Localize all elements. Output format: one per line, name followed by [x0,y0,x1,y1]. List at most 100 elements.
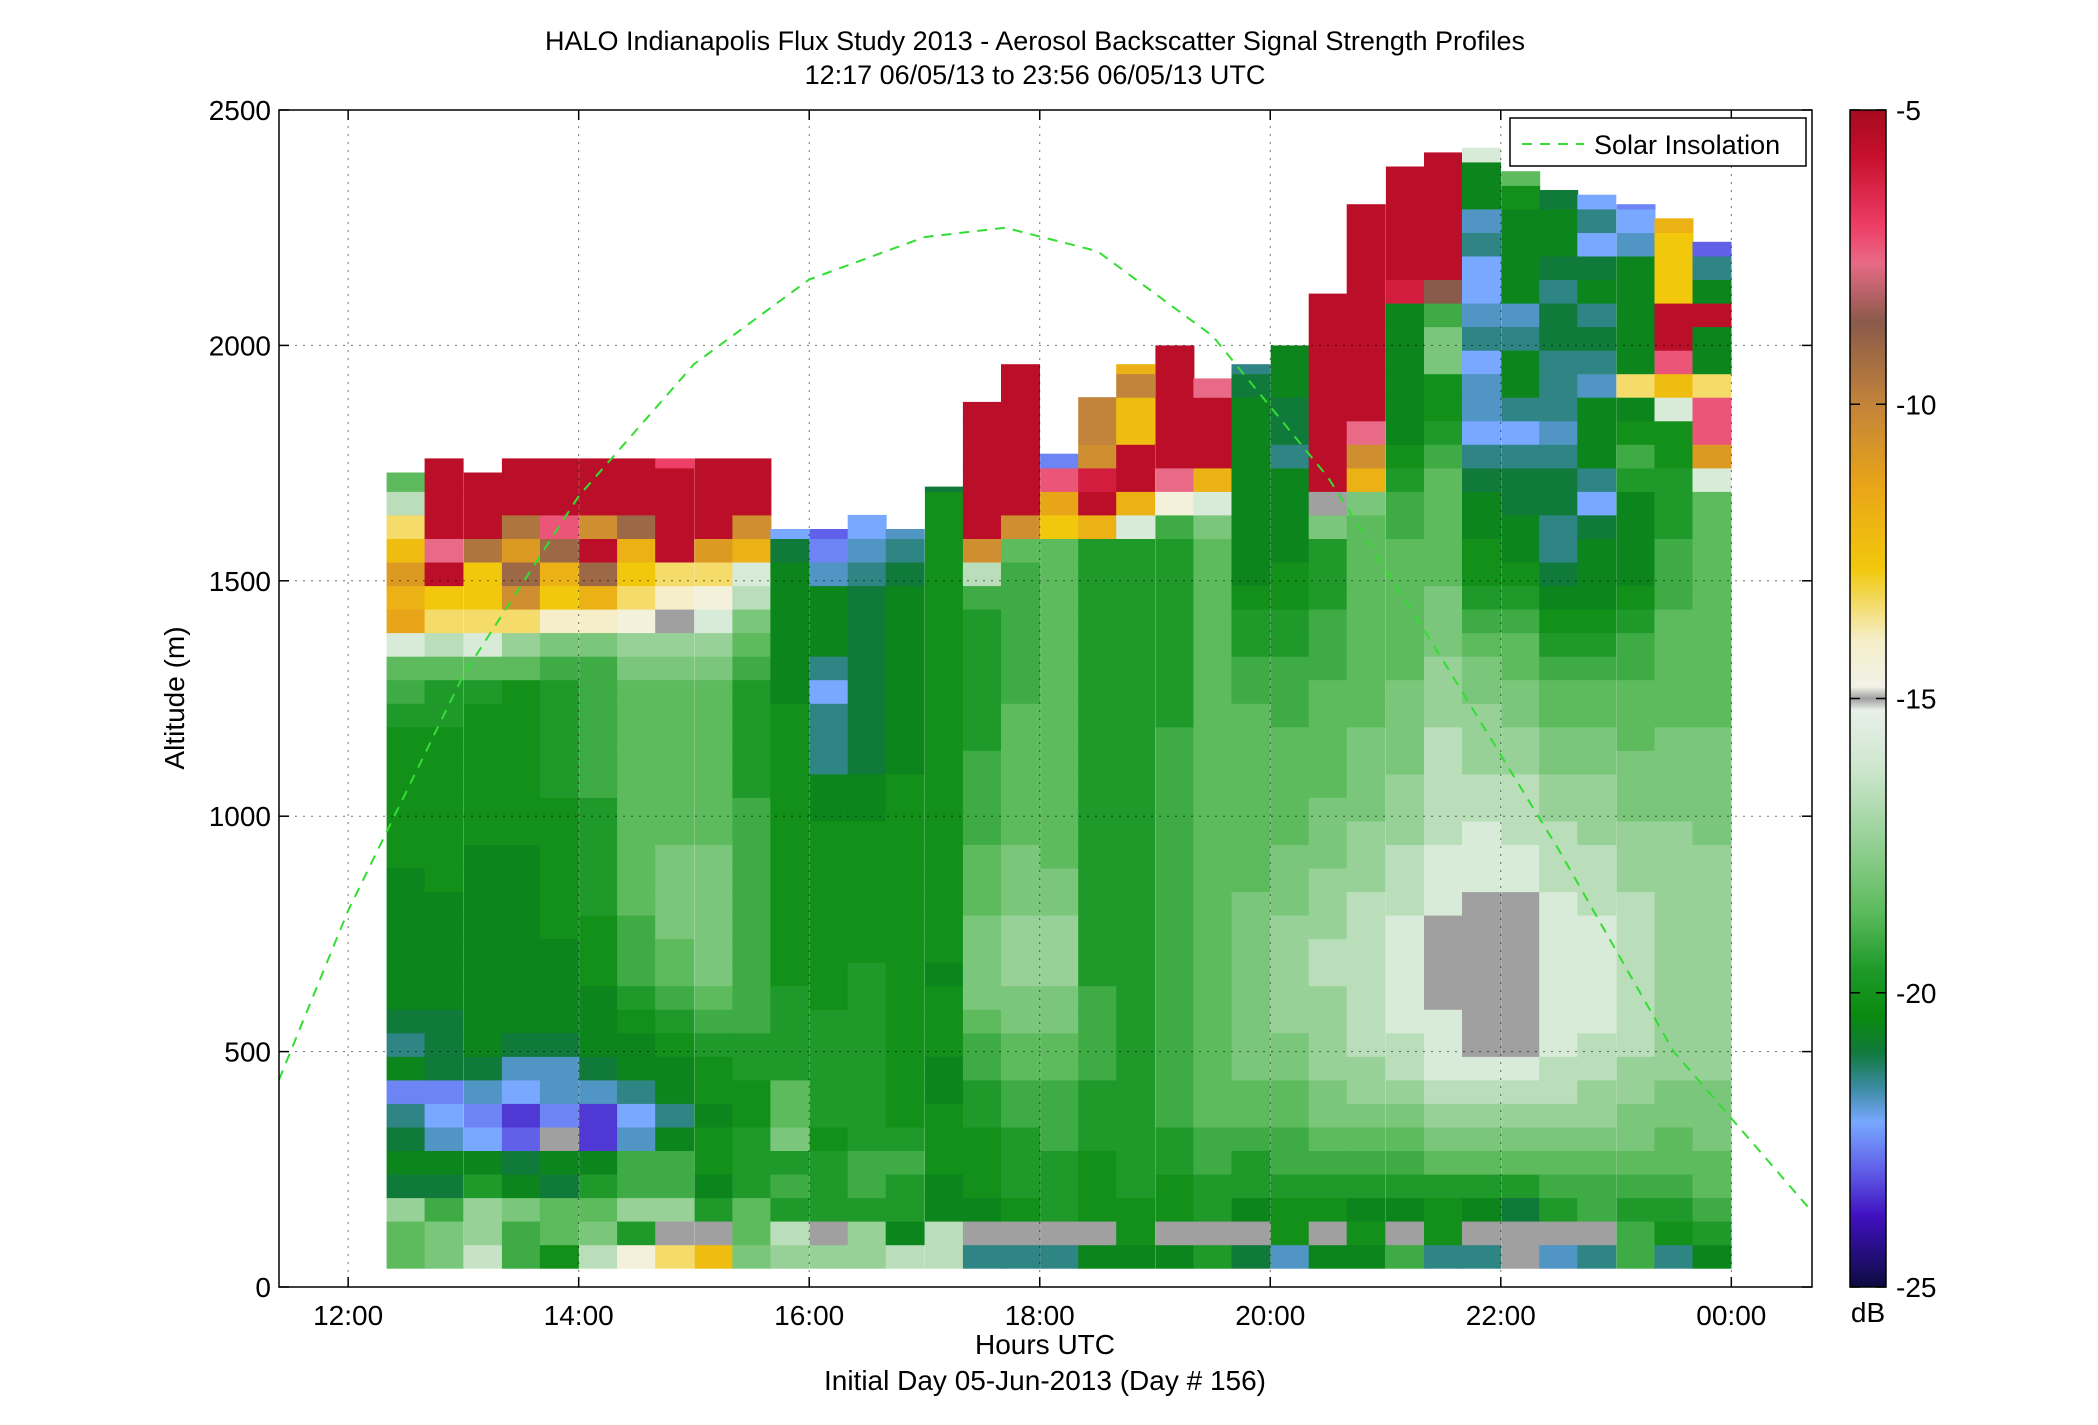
heatmap-cell [1462,1221,1501,1246]
heatmap-cell [1539,891,1579,916]
chart-title: HALO Indianapolis Flux Study 2013 - Aero… [545,26,1525,56]
heatmap-cell [924,632,964,657]
heatmap-cell [463,514,503,539]
heatmap-cell [732,1103,772,1128]
heatmap-cell [463,538,503,563]
heatmap-cell [1346,938,1386,963]
heatmap-cell [847,562,887,587]
heatmap-cell [1308,1103,1348,1128]
heatmap-cell [1116,1221,1156,1246]
heatmap-cell [1346,326,1386,351]
plot-area: 12:00 14:00 16:00 18:00 20:00 22:00 00:00 0 500… [209,95,1813,1331]
heatmap-cell [424,679,464,704]
heatmap-cell [1346,703,1386,728]
heatmap-cell [501,458,541,469]
heatmap-cell [1001,364,1040,375]
heatmap-cell [655,962,695,987]
heatmap-cell [1308,538,1348,563]
heatmap-cell [1692,679,1732,704]
heatmap-cell [770,703,810,728]
heatmap-cell [962,514,1002,539]
heatmap-cell [1577,844,1617,869]
heatmap-cell [1078,962,1118,987]
heatmap-cell [501,1056,541,1081]
heatmap-cell [1231,868,1271,893]
heatmap-cell [1424,397,1463,422]
heatmap-cell [1346,585,1386,610]
heatmap-cell [809,1056,849,1081]
heatmap-cell [424,891,464,916]
heatmap-cell [1001,985,1040,1010]
heatmap-cell [617,491,657,516]
heatmap-cell [1193,1150,1233,1175]
heatmap-cell [1193,397,1233,422]
heatmap-cell [1462,609,1501,634]
heatmap-cell [1501,1197,1541,1222]
heatmap-cell [386,703,426,728]
heatmap-cell [885,1126,925,1151]
heatmap-cell [617,962,657,987]
heatmap-cell [1116,585,1156,610]
heatmap-cell [1654,467,1694,492]
heatmap-cell [1501,171,1541,186]
heatmap-cell [1078,1103,1118,1128]
heatmap-cell [1616,444,1656,469]
heatmap-cell [579,985,619,1010]
heatmap-cell [617,467,657,492]
heatmap-cell [1654,255,1694,280]
heatmap-cell [1308,562,1348,587]
heatmap-cell [1346,656,1386,681]
heatmap-cell [732,491,772,516]
heatmap-cell [501,1174,541,1199]
heatmap-cell [501,844,541,869]
heatmap-cell [694,679,734,704]
heatmap-cell [1346,891,1386,916]
heatmap-cell [809,656,849,681]
heatmap-cell [1040,844,1080,869]
heatmap-cell [655,703,695,728]
heatmap-cell [539,1126,579,1151]
heatmap-cell [1577,797,1617,822]
heatmap-cell [1040,915,1080,940]
heatmap-cell [655,1032,695,1057]
heatmap-cell [1692,1079,1732,1104]
heatmap-cell [1501,844,1541,869]
heatmap-cell [539,868,579,893]
heatmap-cell [1040,1174,1080,1199]
heatmap-cell [1692,985,1732,1010]
heatmap-cell [1462,1244,1501,1269]
heatmap-cell [1501,326,1541,351]
heatmap-cell [501,915,541,940]
heatmap-cell [539,1244,579,1269]
heatmap-cell [732,632,772,657]
heatmap-cell [1654,538,1694,563]
heatmap-cell [1001,656,1040,681]
heatmap-cell [847,726,887,751]
heatmap-cell [1346,679,1386,704]
heatmap-cell [770,1197,810,1222]
heatmap-cell [1001,726,1040,751]
heatmap-cell [655,1221,695,1246]
heatmap-cell [1040,820,1080,845]
heatmap-cell [1308,293,1348,304]
heatmap-cell [1001,1009,1040,1034]
heatmap-cell [1308,750,1348,775]
heatmap-cell [1692,467,1732,492]
heatmap-cell [1231,1056,1271,1081]
heatmap-cell [1385,562,1425,587]
heatmap-cell [924,773,964,798]
heatmap-cell [1654,1244,1694,1269]
heatmap-cell [1231,397,1271,422]
heatmap-cell [1692,514,1732,539]
heatmap-cell [579,915,619,940]
heatmap-cell [1577,1009,1617,1034]
heatmap-cell [386,538,426,563]
heatmap-cell [1193,420,1233,445]
heatmap-cell [962,1150,1002,1175]
heatmap-cell [1116,609,1156,634]
heatmap-cell [1462,491,1501,516]
heatmap-cell [1692,444,1732,469]
heatmap-cell [424,962,464,987]
heatmap-cell [885,585,925,610]
heatmap-cell [1116,397,1156,422]
